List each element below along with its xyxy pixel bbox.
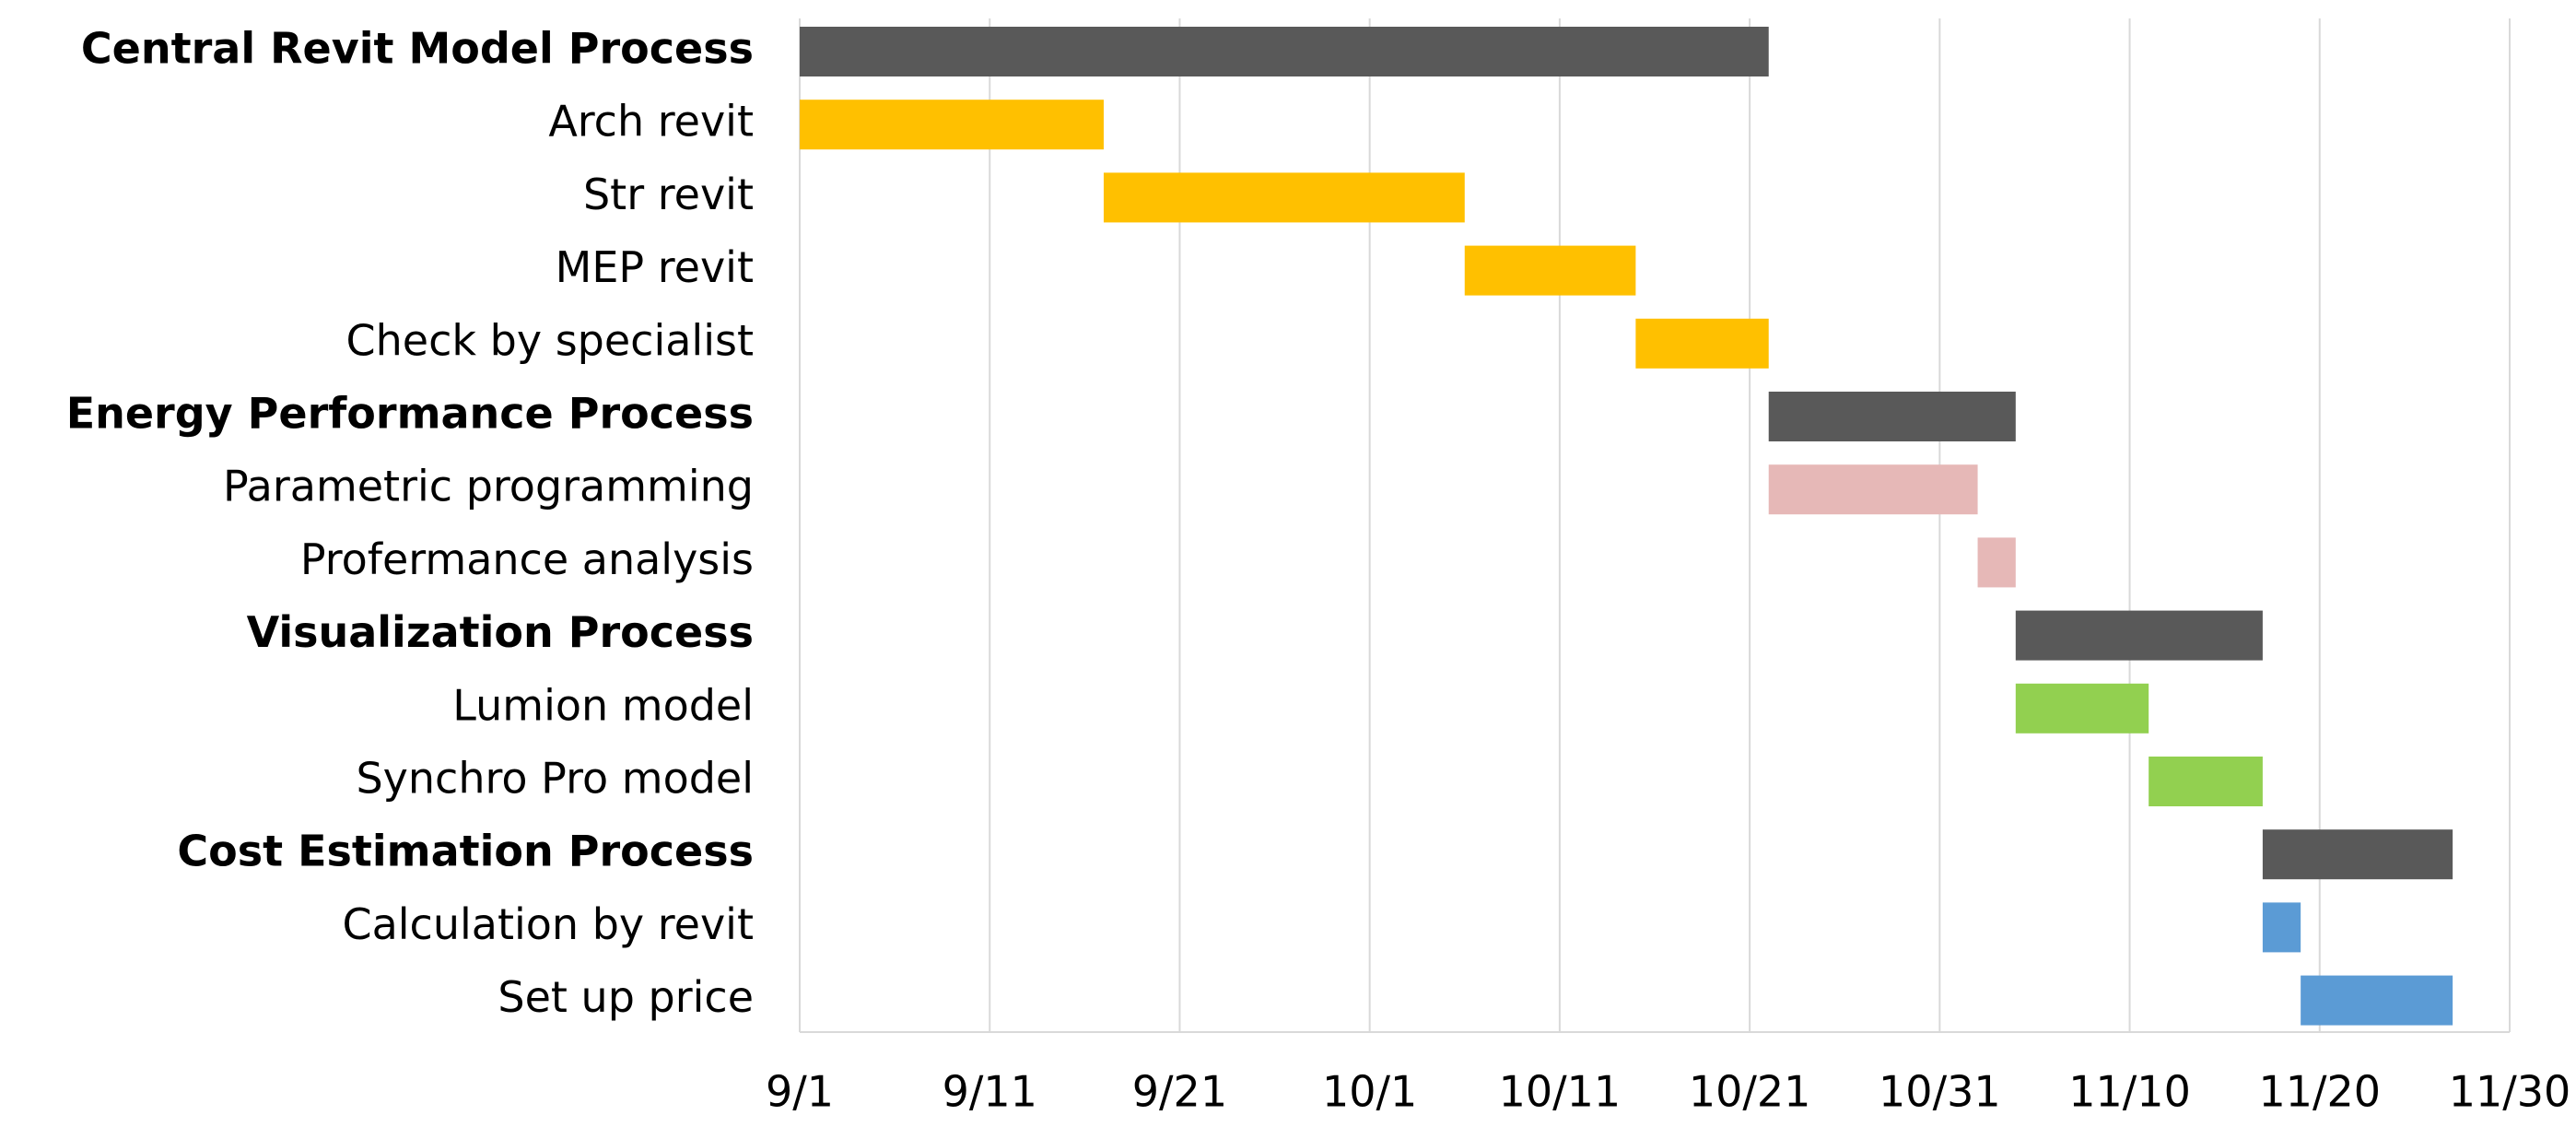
x-tick-label: 9/21 xyxy=(1132,1067,1227,1117)
task-bar xyxy=(1103,172,1465,223)
task-label: Str revit xyxy=(583,170,754,219)
task-bar xyxy=(2149,757,2263,806)
task-bar xyxy=(2301,975,2453,1026)
group-label: Energy Performance Process xyxy=(66,389,754,439)
x-tick-label: 10/21 xyxy=(1689,1067,1811,1117)
task-bar xyxy=(1768,464,1978,515)
task-bar xyxy=(1635,318,1769,369)
task-bar xyxy=(2262,829,2453,880)
task-label: Calculation by revit xyxy=(342,899,754,949)
x-tick-label: 11/30 xyxy=(2449,1067,2571,1117)
task-bar xyxy=(800,27,1769,76)
task-label: Check by specialist xyxy=(346,315,754,365)
task-bar xyxy=(2015,683,2149,734)
x-tick-label: 11/10 xyxy=(2068,1067,2191,1117)
group-label: Central Revit Model Process xyxy=(81,24,754,74)
x-tick-label: 10/11 xyxy=(1499,1067,1622,1117)
x-tick-label: 9/1 xyxy=(766,1067,834,1117)
x-tick-label: 9/11 xyxy=(943,1067,1037,1117)
group-label: Cost Estimation Process xyxy=(177,827,754,876)
task-bar xyxy=(1977,537,2016,588)
task-label: Set up price xyxy=(498,972,754,1022)
task-label: Lumion model xyxy=(452,680,754,730)
group-label: Visualization Process xyxy=(247,607,754,657)
x-tick-label: 11/20 xyxy=(2258,1067,2381,1117)
task-bar xyxy=(2015,610,2263,661)
task-label: Synchro Pro model xyxy=(356,754,754,804)
task-bar xyxy=(800,100,1104,150)
task-bar xyxy=(1768,392,2016,441)
task-label: Profermance analysis xyxy=(300,534,754,584)
task-bar xyxy=(1464,245,1636,296)
task-bar xyxy=(2262,902,2301,953)
task-label: MEP revit xyxy=(556,242,754,292)
task-label: Parametric programming xyxy=(223,462,754,511)
x-tick-label: 10/31 xyxy=(1879,1067,2001,1117)
x-tick-label: 10/1 xyxy=(1322,1067,1417,1117)
task-label: Arch revit xyxy=(548,97,754,147)
